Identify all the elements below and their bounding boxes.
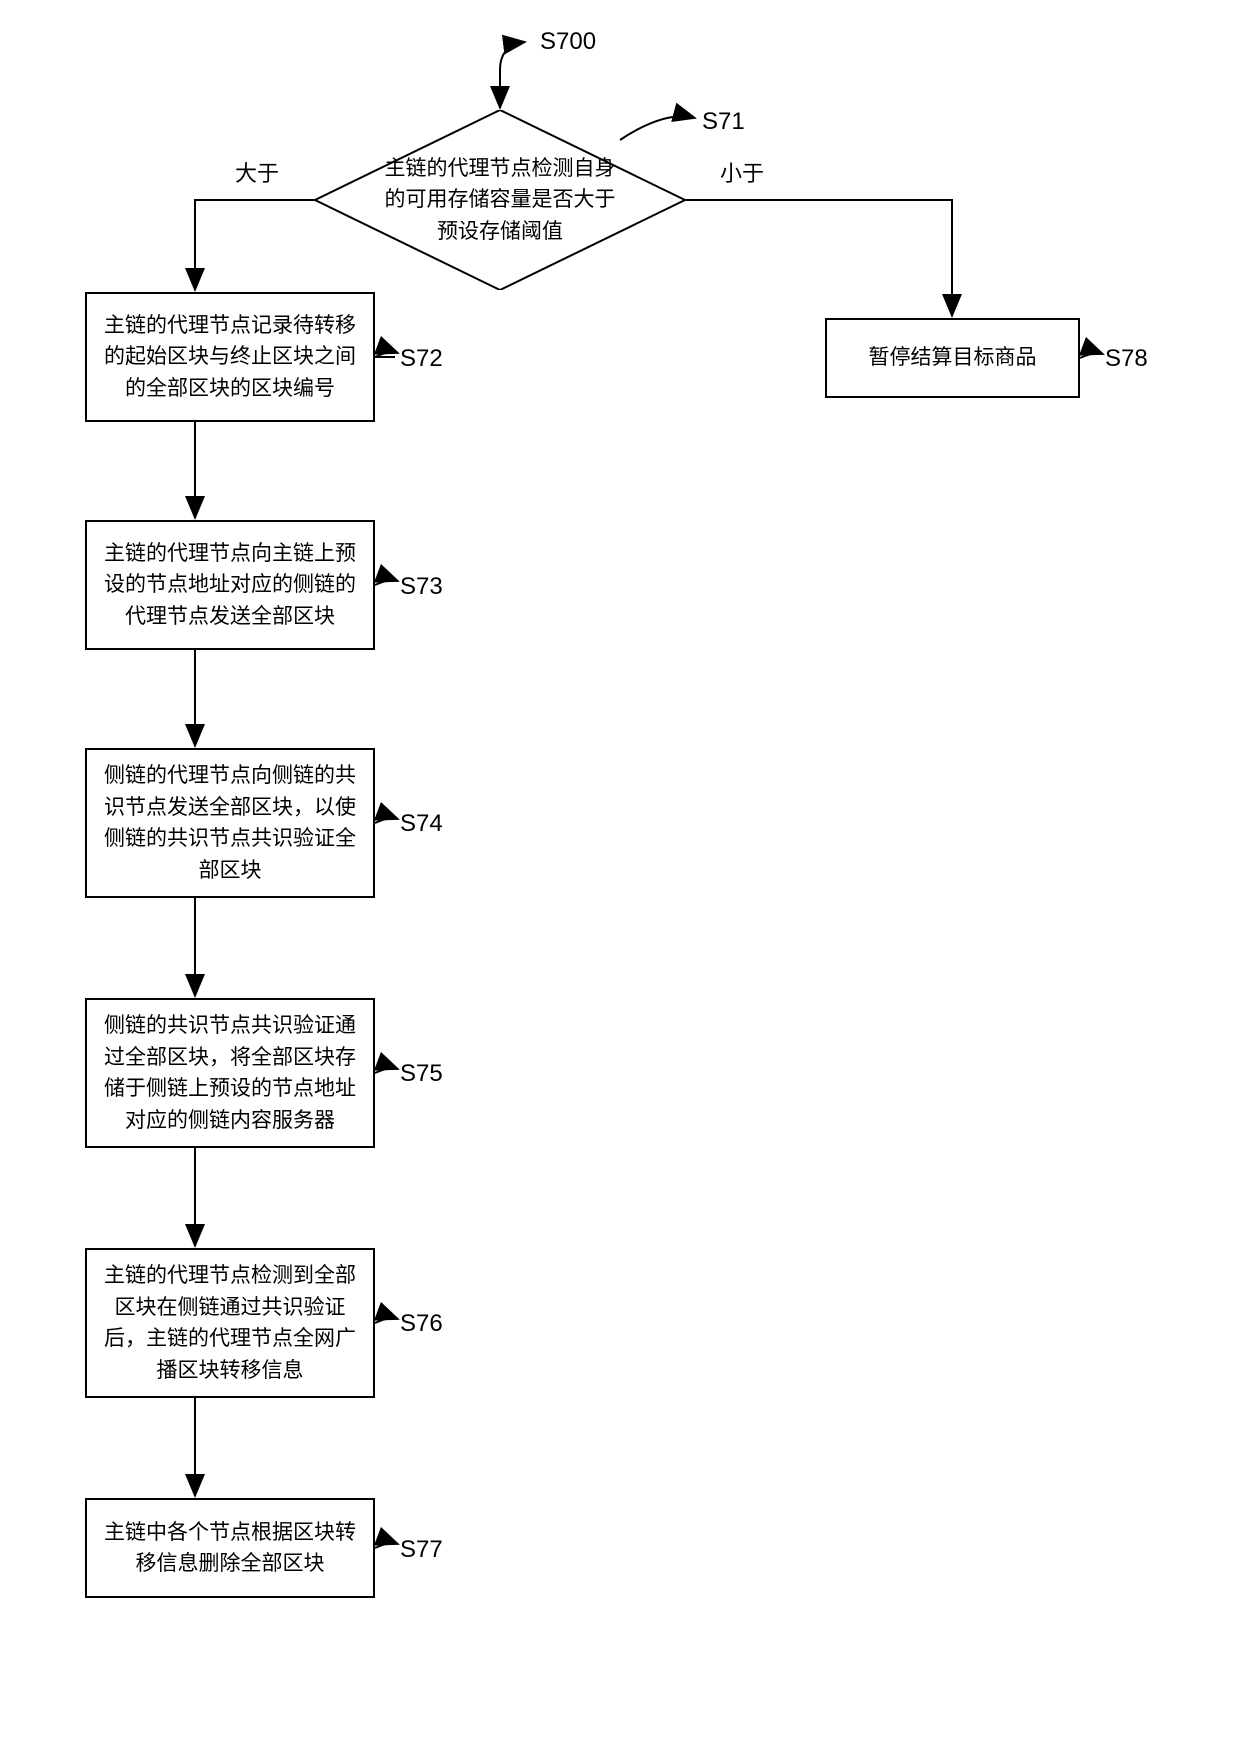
step-id-s76: S76: [400, 1310, 443, 1338]
step-s76: 主链的代理节点检测到全部区块在侧链通过共识验证后，主链的代理节点全网广播区块转移…: [85, 1248, 375, 1398]
step-id-s75: S75: [400, 1060, 443, 1088]
step-id-s78: S78: [1105, 345, 1148, 373]
step-id-s74: S74: [400, 810, 443, 838]
step-id-s73: S73: [400, 573, 443, 601]
edge-label-left: 大于: [235, 156, 279, 188]
step-id-s77: S77: [400, 1536, 443, 1564]
step-text: 主链中各个节点根据区块转移信息删除全部区块: [99, 1517, 361, 1580]
step-s75: 侧链的共识节点共识验证通过全部区块，将全部区块存储于侧链上预设的节点地址对应的侧…: [85, 998, 375, 1148]
step-s73: 主链的代理节点向主链上预设的节点地址对应的侧链的代理节点发送全部区块: [85, 520, 375, 650]
decision-node: 主链的代理节点检测自身的可用存储容量是否大于预设存储阈值: [315, 110, 685, 290]
step-s78: 暂停结算目标商品: [825, 318, 1080, 398]
step-text: 侧链的代理节点向侧链的共识节点发送全部区块，以使侧链的共识节点共识验证全部区块: [99, 760, 361, 886]
step-s72: 主链的代理节点记录待转移的起始区块与终止区块之间的全部区块的区块编号: [85, 292, 375, 422]
decision-id-label: S71: [702, 108, 745, 136]
edge-label-right: 小于: [720, 156, 764, 188]
step-text: 主链的代理节点检测到全部区块在侧链通过共识验证后，主链的代理节点全网广播区块转移…: [99, 1260, 361, 1386]
step-text: 暂停结算目标商品: [869, 342, 1037, 374]
start-label: S700: [540, 28, 596, 56]
step-s74: 侧链的代理节点向侧链的共识节点发送全部区块，以使侧链的共识节点共识验证全部区块: [85, 748, 375, 898]
step-s77: 主链中各个节点根据区块转移信息删除全部区块: [85, 1498, 375, 1598]
flowchart-canvas: S700 主链的代理节点检测自身的可用存储容量是否大于预设存储阈值 S71 大于…: [0, 0, 1240, 1755]
step-id-s72: S72: [400, 345, 443, 373]
step-text: 侧链的共识节点共识验证通过全部区块，将全部区块存储于侧链上预设的节点地址对应的侧…: [99, 1010, 361, 1136]
step-text: 主链的代理节点记录待转移的起始区块与终止区块之间的全部区块的区块编号: [99, 310, 361, 405]
step-text: 主链的代理节点向主链上预设的节点地址对应的侧链的代理节点发送全部区块: [99, 538, 361, 633]
decision-text: 主链的代理节点检测自身的可用存储容量是否大于预设存储阈值: [315, 153, 685, 248]
